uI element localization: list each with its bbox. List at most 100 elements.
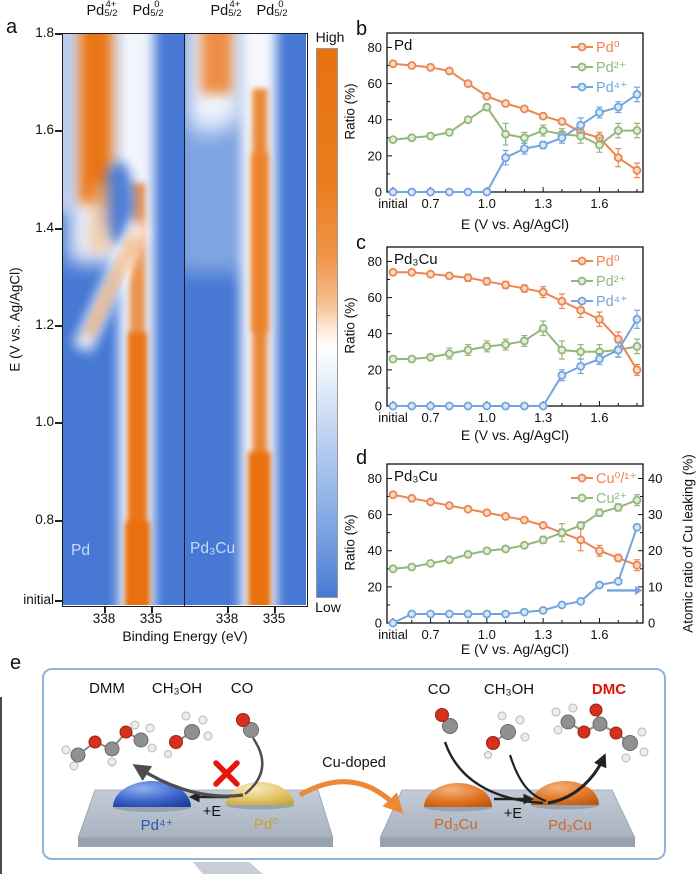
svg-text:20: 20 <box>648 543 662 558</box>
pd3cu-dome-label-right: Pd₃Cu <box>548 817 592 834</box>
pd4-dome-label: Pd⁴⁺ <box>140 817 174 834</box>
panel-a-col-label-3: Pd 4+ 5/2 <box>210 0 242 19</box>
co-reactant-arrow <box>443 741 543 804</box>
svg-text:initial: initial <box>378 410 408 423</box>
svg-text:0.7: 0.7 <box>421 627 439 640</box>
tick-mark <box>104 607 106 613</box>
pd4-dome <box>112 780 191 812</box>
svg-text:initial: initial <box>378 196 408 209</box>
chart-b-plot: 0 20 40 60 80 initial 0.7 1.0 1.3 1.6 Pd⁰ Pd²⁺ Pd⁴⁺ P… <box>368 32 644 209</box>
svg-text:1.0: 1.0 <box>478 627 496 640</box>
svg-text:Pd⁰: Pd⁰ <box>596 40 620 56</box>
panel-a-letter: a <box>6 16 18 38</box>
svg-text:60: 60 <box>368 76 382 91</box>
cu-doped-arrow <box>298 778 404 814</box>
svg-text:Pd⁴⁺: Pd⁴⁺ <box>596 294 628 310</box>
svg-text:80: 80 <box>368 254 382 269</box>
svg-text:60: 60 <box>368 507 382 522</box>
cu-doped-label: Cu-doped <box>322 755 386 771</box>
panel-a-col-label-2: Pd 0 5/2 <box>132 0 164 19</box>
panel-e-illustration <box>61 703 648 847</box>
svg-text:0: 0 <box>375 185 382 200</box>
svg-text:30: 30 <box>648 507 662 522</box>
svg-text:1.0: 1.0 <box>478 410 496 423</box>
tick-mark <box>55 422 62 424</box>
plus-e-label-right: +E <box>503 806 523 822</box>
page-edge-line <box>0 697 2 874</box>
heatmap-pd <box>63 34 184 605</box>
panel-b-x-axis-title: E (V vs. Ag/AgCl) <box>460 216 570 232</box>
svg-text:Pd⁰: Pd⁰ <box>596 254 620 270</box>
svg-text:20: 20 <box>368 362 382 377</box>
svg-text:1.3: 1.3 <box>534 627 552 640</box>
svg-text:20: 20 <box>368 579 382 594</box>
tick-mark <box>55 520 62 522</box>
svg-text:Cu²⁺: Cu²⁺ <box>596 491 627 507</box>
heatmap-pd-label: Pd <box>71 542 90 559</box>
panel-a-ytick: 1.8 <box>35 25 54 40</box>
svg-text:0.7: 0.7 <box>421 196 439 209</box>
pd0-dome-label: Pd⁰ <box>253 816 279 833</box>
panel-d-letter: d <box>356 447 368 469</box>
svg-text:1.3: 1.3 <box>534 410 552 423</box>
svg-text:60: 60 <box>368 290 382 305</box>
dmm-molecule <box>61 720 156 770</box>
svg-text:Pd₃Cu: Pd₃Cu <box>394 468 438 485</box>
panel-c-letter: c <box>356 232 366 254</box>
svg-text:0: 0 <box>375 399 382 414</box>
svg-text:0.7: 0.7 <box>421 410 439 423</box>
svg-text:1.6: 1.6 <box>590 627 608 640</box>
tick-mark <box>55 600 62 602</box>
svg-text:initial: initial <box>378 627 408 640</box>
panel-e-letter: e <box>10 652 22 674</box>
panel-a-y-axis-title: E (V vs. Ag/AgCl) <box>7 267 23 372</box>
panel-a-ytick: 1.2 <box>35 317 54 332</box>
co-label-left: CO <box>230 680 254 697</box>
svg-text:Pd⁴⁺: Pd⁴⁺ <box>596 80 628 96</box>
panel-e-scheme: DMM CH₃OH CO CO CH₃OH DMC Cu-doped +E +E… <box>42 668 666 860</box>
dmc-molecule <box>551 703 648 762</box>
page-shadow-artifact <box>193 862 263 874</box>
panel-a-ytick: 1.6 <box>35 122 54 137</box>
svg-text:1.3: 1.3 <box>534 196 552 209</box>
panel-d-x-axis-title: E (V vs. Ag/AgCl) <box>460 641 570 657</box>
pd3cu-dome-label-left: Pd₃Cu <box>434 816 478 833</box>
pd3cu-dome-right <box>530 780 599 809</box>
panel-a-ytick: 0.8 <box>35 512 54 527</box>
chart-d-plot: 0 20 40 60 80 initial 0.7 1.0 1.3 1.6 0 10 20 30 40 Cu⁰… <box>368 463 662 640</box>
colorbar-low-label: Low <box>315 599 341 615</box>
heatmap-divider <box>184 34 186 606</box>
panel-a-x-axis-title: Binding Energy (eV) <box>122 628 248 644</box>
panel-d-right-axis-title: Atomic ratio of Cu leaking (%) <box>680 454 696 633</box>
pd0-dome <box>225 781 294 809</box>
svg-text:40: 40 <box>368 112 382 127</box>
svg-text:Cu⁰/¹⁺: Cu⁰/¹⁺ <box>596 471 637 487</box>
dmm-product-arrow <box>132 763 243 798</box>
co-molecule-right <box>434 707 458 734</box>
panel-a-ytick: 1.0 <box>35 414 54 429</box>
tick-mark <box>55 33 62 35</box>
chart-c-plot: 0 20 40 60 80 initial 0.7 1.0 1.3 1.6 Pd⁰ Pd²⁺ Pd⁴⁺ P… <box>368 246 644 423</box>
tick-mark <box>227 607 229 613</box>
ch3oh-molecule-right <box>483 711 529 759</box>
heatmap-pd3cu-label: Pd₃Cu <box>190 540 236 557</box>
svg-text:1.0: 1.0 <box>478 196 496 209</box>
svg-text:Pd²⁺: Pd²⁺ <box>596 60 626 76</box>
ch3oh-reactant-arrow <box>508 754 546 802</box>
svg-text:40: 40 <box>368 326 382 341</box>
svg-text:20: 20 <box>368 148 382 163</box>
panel-a-ytick: initial <box>23 592 54 607</box>
tick-mark <box>274 607 276 613</box>
svg-text:80: 80 <box>368 471 382 486</box>
tick-mark <box>55 325 62 327</box>
svg-text:Pd₃Cu: Pd₃Cu <box>394 251 438 268</box>
co-molecule-left <box>235 712 259 738</box>
ch3oh-label-right: CH₃OH <box>483 681 535 698</box>
colorbar <box>316 48 338 598</box>
svg-text:Pd²⁺: Pd²⁺ <box>596 274 626 290</box>
svg-text:10: 10 <box>648 579 662 594</box>
heatmap-pd3cu <box>185 34 306 605</box>
panel-a-ytick: 1.4 <box>35 220 54 235</box>
plus-e-label-left: +E <box>202 804 222 820</box>
